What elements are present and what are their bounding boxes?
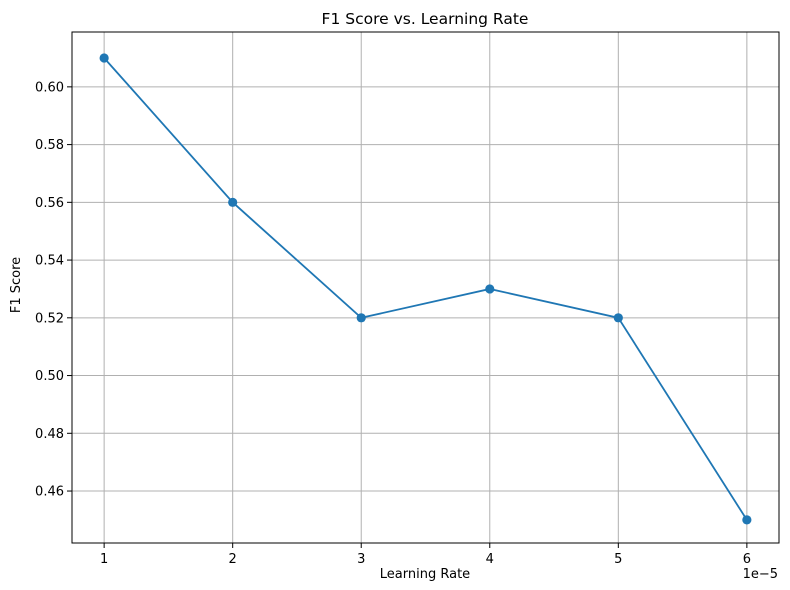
data-point bbox=[99, 53, 109, 63]
y-axis-label: F1 Score bbox=[9, 257, 24, 313]
x-tick-label: 4 bbox=[486, 552, 494, 567]
x-axis-ticks: 1 2 3 4 5 6 bbox=[100, 543, 751, 567]
y-axis-ticks: 0.46 0.48 0.50 0.52 0.54 0.56 0.58 0.60 bbox=[35, 80, 72, 500]
data-point bbox=[742, 515, 752, 525]
data-point bbox=[356, 313, 366, 323]
x-tick-label: 3 bbox=[357, 552, 365, 567]
series-layer bbox=[99, 53, 752, 525]
y-tick-label: 0.46 bbox=[35, 485, 64, 500]
x-axis-label: Learning Rate bbox=[380, 567, 470, 582]
x-tick-label: 1 bbox=[100, 552, 108, 567]
y-tick-label: 0.50 bbox=[35, 369, 64, 384]
y-tick-label: 0.48 bbox=[35, 427, 64, 442]
data-point bbox=[613, 313, 623, 323]
data-point bbox=[485, 284, 495, 294]
chart-title: F1 Score vs. Learning Rate bbox=[322, 10, 529, 28]
x-tick-label: 2 bbox=[229, 552, 237, 567]
data-point bbox=[228, 197, 238, 207]
y-tick-label: 0.52 bbox=[35, 311, 64, 326]
y-tick-label: 0.54 bbox=[35, 254, 64, 269]
x-axis-scale-note: 1e−5 bbox=[743, 567, 778, 582]
y-tick-label: 0.58 bbox=[35, 138, 64, 153]
plot-frame bbox=[71, 31, 780, 544]
series-line bbox=[103, 57, 748, 521]
y-tick-label: 0.56 bbox=[35, 196, 64, 211]
grid-lines bbox=[72, 32, 779, 543]
y-tick-label: 0.60 bbox=[35, 80, 64, 95]
x-tick-label: 5 bbox=[614, 552, 622, 567]
x-tick-label: 6 bbox=[743, 552, 751, 567]
